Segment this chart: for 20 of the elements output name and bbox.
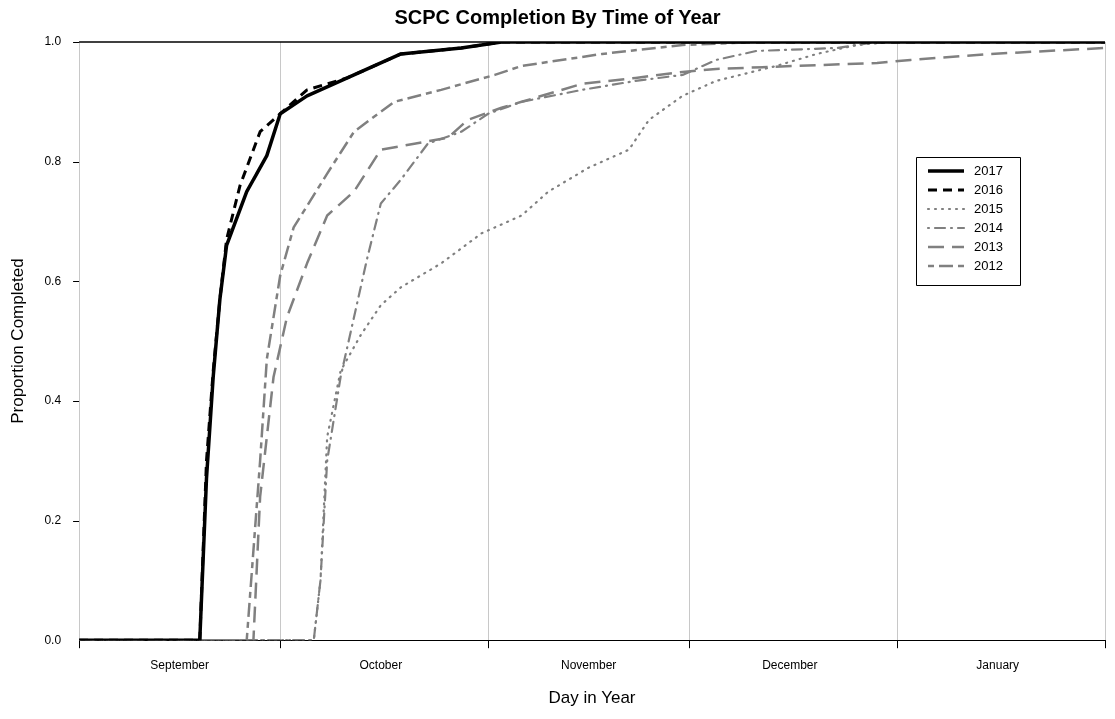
- x-tick-label: October: [359, 657, 403, 672]
- x-tick-label: January: [976, 657, 1020, 672]
- y-tick-label: 0.0: [44, 632, 62, 647]
- legend-label: 2012: [974, 257, 1003, 273]
- y-tick-label: 0.8: [44, 153, 62, 168]
- y-tick-label: 0.6: [44, 273, 62, 288]
- chart-title: SCPC Completion By Time of Year: [394, 5, 721, 28]
- y-tick-label: 0.2: [44, 512, 62, 527]
- y-tick-label: 1.0: [44, 34, 62, 49]
- legend-label: 2015: [974, 200, 1003, 216]
- legend-label: 2013: [974, 238, 1003, 254]
- x-axis-title: Day in Year: [548, 688, 636, 708]
- x-tick-label: November: [561, 657, 617, 672]
- x-tick-label: September: [150, 657, 210, 672]
- x-tick-label: December: [762, 657, 818, 672]
- legend-label: 2017: [974, 162, 1003, 178]
- legend-label: 2014: [974, 219, 1003, 235]
- legend-label: 2016: [974, 181, 1003, 197]
- y-tick-label: 0.4: [44, 393, 62, 408]
- y-axis-title: Proportion Completed: [7, 258, 27, 424]
